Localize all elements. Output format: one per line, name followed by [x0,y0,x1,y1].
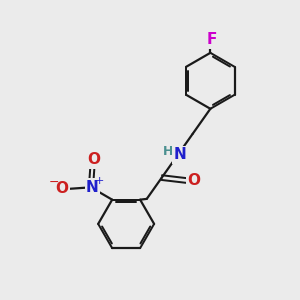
Text: −: − [49,176,60,189]
Text: O: O [55,181,68,196]
Text: N: N [173,147,186,162]
Text: O: O [87,152,101,167]
Text: +: + [94,176,104,186]
Text: H: H [163,146,173,158]
Text: N: N [86,180,99,195]
Text: O: O [188,173,201,188]
Text: F: F [207,32,217,47]
